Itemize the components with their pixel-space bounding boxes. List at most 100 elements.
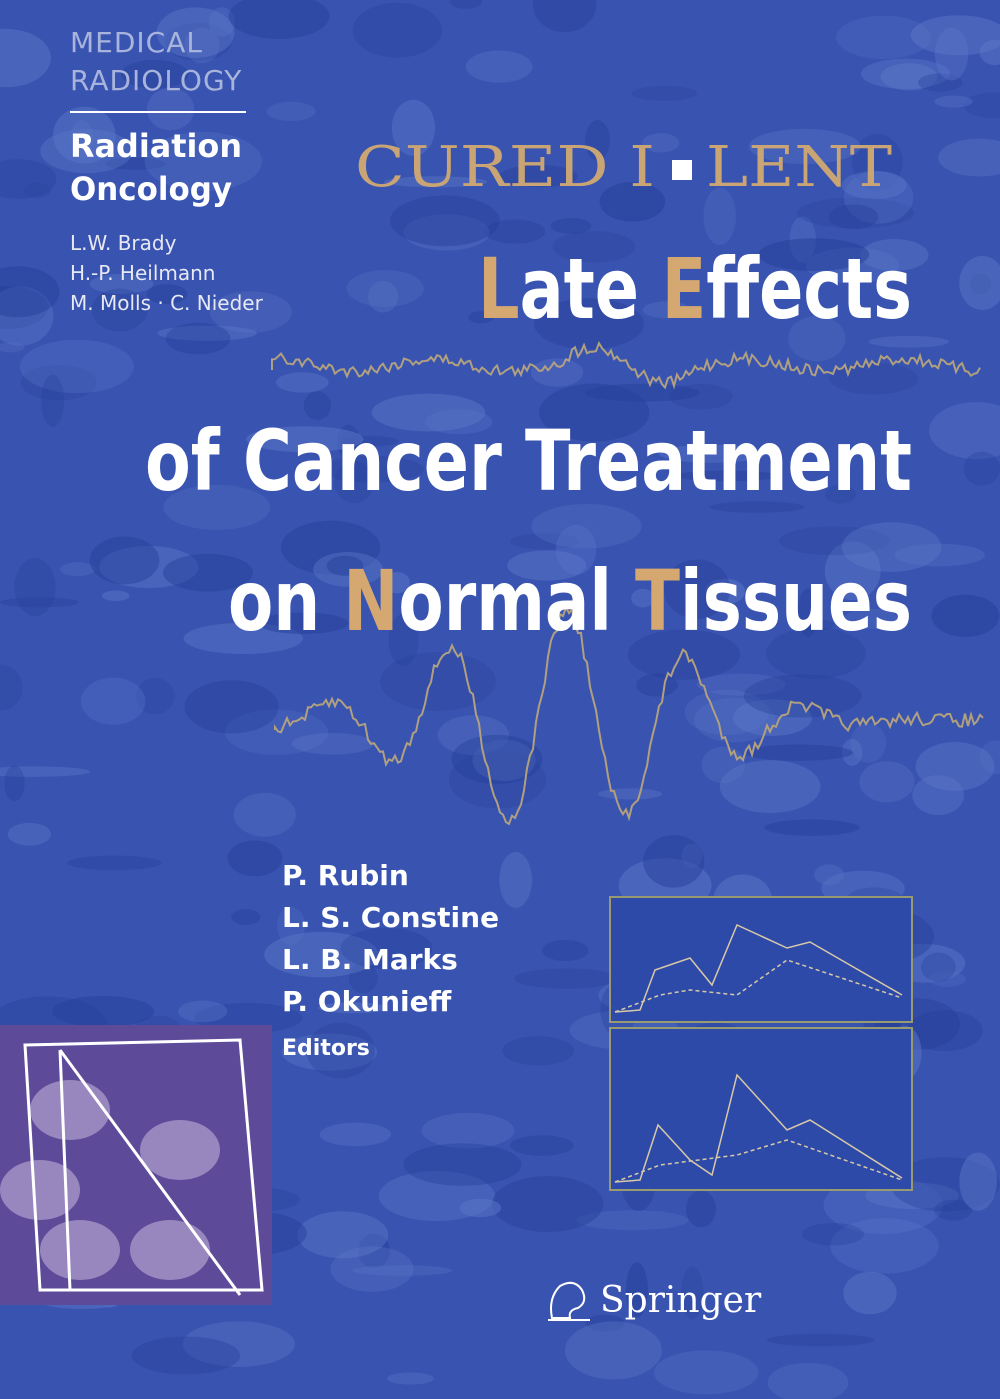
texture-blot <box>99 545 199 589</box>
texture-blot <box>101 590 130 601</box>
scan-glow <box>30 1080 110 1140</box>
texture-blot <box>231 909 261 925</box>
texture-blot <box>643 835 705 888</box>
texture-blot <box>912 775 965 816</box>
texture-blot <box>915 741 995 791</box>
texture-blot <box>681 843 703 869</box>
texture-blot <box>257 612 349 634</box>
texture-blot <box>642 301 691 319</box>
texture-blot <box>227 840 283 877</box>
texture-blot <box>178 1000 228 1023</box>
waveform <box>271 341 981 390</box>
texture-blot <box>499 851 533 908</box>
texture-blot <box>802 1222 865 1246</box>
scan-glow <box>0 1160 80 1220</box>
texture-blot <box>246 426 364 453</box>
texture-blot <box>459 1198 502 1218</box>
texture-blot <box>934 27 969 81</box>
texture-blot <box>843 608 898 629</box>
texture-blot <box>669 384 733 410</box>
texture-blot <box>371 393 486 432</box>
texture-blot <box>425 409 493 435</box>
texture-blot <box>598 788 663 800</box>
texture-blot <box>0 286 49 329</box>
texture-blot <box>979 740 1000 775</box>
texture-blot <box>280 520 381 575</box>
texture-blot <box>449 0 482 9</box>
texture-blot <box>40 129 133 174</box>
texture-blot <box>843 1271 897 1315</box>
plot-line <box>614 1073 903 1183</box>
texture-blot <box>14 558 56 617</box>
texture-blot <box>358 1233 390 1269</box>
texture-blot <box>788 315 846 362</box>
texture-blot <box>686 1190 716 1228</box>
texture-blot <box>0 766 91 777</box>
texture-blot <box>625 1262 648 1318</box>
texture-blot <box>938 138 1000 177</box>
texture-blot <box>162 553 254 592</box>
texture-blot <box>920 952 956 982</box>
texture-blot <box>451 734 543 784</box>
scan-glow <box>140 1120 220 1180</box>
texture-blot <box>805 247 900 284</box>
texture-blot <box>67 855 162 871</box>
title-part: T <box>635 552 680 650</box>
texture-blot <box>403 1143 522 1186</box>
texture-blot <box>850 723 887 763</box>
texture-blot <box>7 822 52 846</box>
texture-blot <box>709 501 805 513</box>
texture-blot <box>828 204 879 230</box>
title-part: issues <box>680 552 912 650</box>
texture-blot <box>627 629 741 680</box>
texture-blot <box>963 92 1000 119</box>
texture-blot <box>929 402 1000 460</box>
texture-blot <box>701 746 746 784</box>
texture-blot <box>23 182 52 198</box>
texture-blot <box>281 1033 378 1071</box>
texture-blot <box>465 50 533 83</box>
texture-blot <box>224 709 329 755</box>
texture-blot <box>860 239 929 272</box>
texture-blot <box>599 181 666 222</box>
separator-square <box>672 160 692 180</box>
editor-name: P. Rubin <box>282 859 409 892</box>
plot-panel <box>609 1027 913 1191</box>
texture-blot <box>184 680 279 734</box>
texture-blot <box>330 1246 414 1292</box>
texture-blot <box>70 120 94 159</box>
editor-name: P. Okunieff <box>282 985 452 1018</box>
texture-blot <box>658 444 766 463</box>
texture-blot <box>208 7 235 37</box>
plot-detail <box>614 923 903 1183</box>
texture-blot <box>789 216 816 263</box>
texture-blot <box>970 273 992 295</box>
texture-blot <box>829 362 919 395</box>
texture-blot <box>291 732 374 755</box>
texture-blot <box>510 533 580 550</box>
texture-blot <box>684 689 769 735</box>
scan-detail <box>0 1038 264 1296</box>
texture-blot <box>748 128 861 164</box>
texture-blot <box>340 435 400 447</box>
texture-blot <box>0 28 51 88</box>
texture-blot <box>391 99 436 156</box>
texture-blot <box>963 451 1000 486</box>
texture-blot <box>146 88 195 131</box>
texture-blot <box>766 1333 875 1347</box>
texture-blot <box>348 962 378 994</box>
series-subtitle: Radiation <box>70 127 242 165</box>
texture-blot <box>979 39 1000 66</box>
texture-blot <box>907 1010 983 1052</box>
texture-blot <box>156 7 235 58</box>
project-name: CURED I <box>355 135 655 200</box>
texture-blot <box>642 133 680 153</box>
logo-horse <box>550 1281 586 1319</box>
texture-blot <box>814 864 844 886</box>
texture-blot <box>184 27 220 64</box>
texture-blot <box>135 677 175 715</box>
texture-blot <box>894 543 985 567</box>
plot-line <box>614 1139 903 1183</box>
